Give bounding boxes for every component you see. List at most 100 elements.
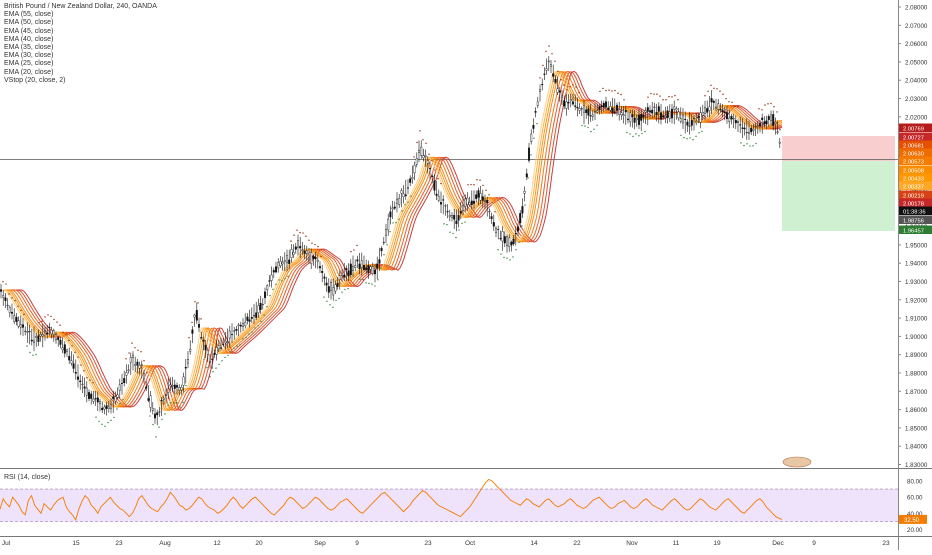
candle-body — [35, 336, 38, 338]
vstop-dot — [92, 381, 94, 384]
candle-body — [495, 227, 498, 233]
vstop-dot — [581, 124, 583, 127]
price-label-box — [899, 181, 932, 190]
candle-body — [52, 330, 55, 335]
candle-body — [699, 112, 702, 123]
y-tick-label: 1.87000 — [905, 389, 928, 396]
vstop-dot — [455, 236, 457, 239]
candle-body — [202, 339, 205, 342]
vstop-dot — [521, 225, 523, 227]
vstop-dot — [629, 133, 631, 135]
candle-body — [369, 266, 372, 270]
indicator-vstop[interactable]: VStop (20, close, 2) — [4, 76, 66, 84]
vstop-dot — [461, 222, 463, 225]
indicator-ema35[interactable]: EMA (35, close) — [4, 44, 54, 52]
candle-body — [230, 334, 233, 336]
candle-body — [547, 60, 550, 63]
vstop-dot — [41, 320, 43, 323]
candle-body — [554, 78, 557, 83]
candle-body — [682, 114, 685, 124]
candle-body — [325, 282, 328, 286]
candle-body — [68, 356, 71, 361]
candle-body — [382, 242, 385, 244]
candle-body — [167, 388, 170, 393]
candle-body — [519, 213, 522, 224]
vstop-dot — [728, 101, 730, 103]
candle-body — [574, 105, 577, 107]
candle-body — [81, 383, 84, 385]
candle-body — [754, 125, 757, 127]
indicator-ema25[interactable]: EMA (25, close) — [4, 60, 54, 68]
candle-body — [653, 106, 656, 108]
vstop-dot — [398, 218, 400, 220]
vstop-dot — [617, 92, 619, 94]
vstop-dot — [191, 321, 193, 324]
candle-body — [156, 412, 159, 416]
x-tick-label: 23 — [882, 540, 890, 547]
candle-body — [358, 263, 361, 269]
vstop-dot — [515, 248, 517, 251]
candle-body — [352, 266, 355, 271]
vstop-dot — [500, 253, 502, 255]
candle-body — [589, 115, 592, 117]
candle-body — [728, 117, 731, 122]
indicator-ema30[interactable]: EMA (30, close) — [4, 52, 54, 60]
indicator-ema50[interactable]: EMA (50, close) — [4, 19, 54, 27]
candle-body — [103, 406, 106, 410]
candle-body — [459, 211, 462, 214]
candle-body — [745, 132, 748, 134]
price-label-box — [899, 156, 932, 165]
candle-body — [321, 271, 324, 273]
candle-body — [24, 330, 27, 332]
vstop-dot — [365, 282, 367, 284]
candle-body — [640, 114, 643, 121]
candle-body — [627, 118, 630, 121]
vstop-dot — [548, 45, 550, 47]
candle-body — [396, 198, 399, 204]
vstop-dot — [338, 297, 340, 300]
vstop-dot — [308, 239, 310, 241]
vstop-dot — [113, 416, 115, 419]
vstop-dot — [260, 320, 262, 323]
candle-body — [153, 413, 156, 419]
candle-body — [695, 121, 698, 124]
x-tick-label: Aug — [159, 540, 171, 547]
indicator-ema20[interactable]: EMA (20, close) — [4, 68, 54, 76]
rsi-legend[interactable]: RSI (14, close) — [4, 474, 51, 481]
price-label-box — [899, 225, 932, 234]
vstop-dot — [68, 339, 70, 342]
candle-body — [750, 127, 753, 133]
candle-body — [63, 344, 66, 354]
indicator-ema40[interactable]: EMA (40, close) — [4, 35, 54, 43]
candle-body — [464, 198, 467, 207]
vstop-dot — [716, 88, 718, 90]
vstop-dot — [254, 327, 256, 329]
vstop-dot — [2, 281, 4, 283]
candle-body — [646, 107, 649, 112]
vstop-dot — [767, 103, 769, 105]
vstop-dot — [452, 232, 454, 235]
vstop-dot — [698, 132, 700, 134]
vstop-dot — [395, 221, 397, 224]
vstop-dot — [182, 401, 184, 404]
vstop-dot — [704, 95, 706, 97]
candle-body — [180, 387, 183, 391]
vstop-dot — [161, 418, 163, 420]
vstop-dot — [305, 235, 307, 237]
vstop-dot — [371, 283, 373, 285]
indicator-ema45[interactable]: EMA (45, close) — [4, 27, 54, 35]
vstop-dot — [164, 413, 166, 415]
candle-body — [468, 202, 471, 206]
candle-body — [343, 274, 346, 278]
candle-body — [389, 211, 392, 218]
vstop-dot — [23, 313, 25, 316]
candle-body — [635, 118, 638, 121]
vstop-dot — [251, 331, 253, 333]
vstop-dot — [203, 358, 205, 361]
candle-body — [303, 250, 306, 254]
vstop-dot — [278, 279, 280, 281]
indicator-ema55[interactable]: EMA (55, close) — [4, 11, 54, 19]
vstop-dot — [20, 309, 22, 312]
